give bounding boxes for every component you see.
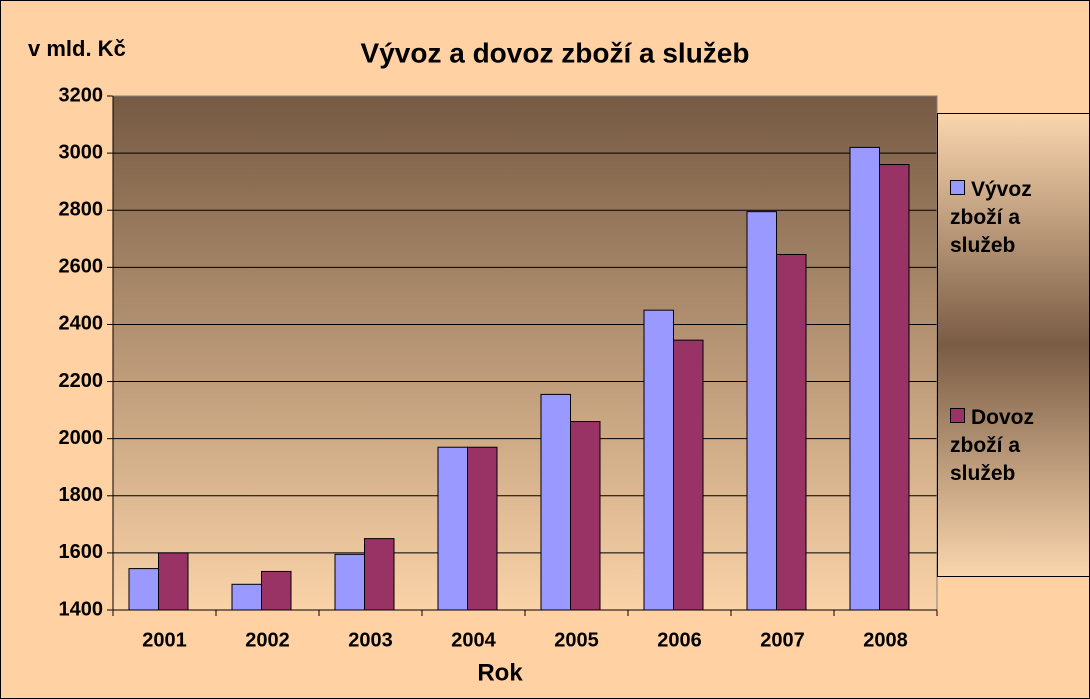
x-axis-label: Rok: [477, 659, 523, 686]
plot-area: [113, 96, 937, 610]
y-tick-label: 2400: [59, 313, 104, 335]
bar: [673, 339, 704, 611]
x-tick-label: 2004: [451, 629, 496, 651]
x-tick-label: 2001: [142, 629, 187, 651]
x-tick-label: 2005: [554, 629, 599, 651]
chart-title: Vývoz a dovoz zboží a služeb: [361, 37, 750, 68]
legend-entry: Dovoz zboží a služeb: [950, 404, 1085, 488]
bar: [643, 309, 674, 611]
x-tick-label: 2002: [245, 629, 290, 651]
bar: [437, 446, 468, 611]
legend-label: Vývoz zboží a služeb: [950, 178, 1032, 257]
legend: Vývoz zboží a služeb Dovoz zboží a služeb: [937, 113, 1089, 577]
legend-entry: Vývoz zboží a služeb: [950, 176, 1085, 260]
bar: [261, 570, 292, 611]
y-tick-label: 2800: [59, 199, 104, 221]
bar: [334, 553, 365, 611]
bar: [879, 164, 910, 611]
legend-label: Dovoz zboží a služeb: [950, 406, 1034, 485]
x-tick-label: 2003: [348, 629, 393, 651]
x-tick-label: 2007: [760, 629, 805, 651]
bar: [467, 446, 498, 611]
legend-swatch: [950, 408, 965, 423]
legend-swatch: [950, 180, 965, 195]
y-tick-label: 3200: [59, 84, 104, 106]
bar: [364, 538, 395, 611]
y-tick-label: 1600: [59, 541, 104, 563]
x-tick-label: 2006: [657, 629, 702, 651]
bar: [746, 211, 777, 611]
bar: [540, 393, 571, 611]
y-tick-label: 1400: [59, 598, 104, 620]
y-axis-label: v mld. Kč: [28, 36, 126, 61]
y-tick-label: 1800: [59, 484, 104, 506]
bar: [231, 583, 262, 611]
bar: [158, 552, 189, 611]
y-tick-label: 2000: [59, 427, 104, 449]
y-tick-label: 2200: [59, 370, 104, 392]
bar: [570, 421, 601, 611]
bar: [128, 568, 159, 611]
y-tick-label: 3000: [59, 141, 104, 163]
y-tick-label: 2600: [59, 256, 104, 278]
x-tick-label: 2008: [863, 629, 908, 651]
bar: [849, 146, 880, 611]
bar: [776, 253, 807, 611]
